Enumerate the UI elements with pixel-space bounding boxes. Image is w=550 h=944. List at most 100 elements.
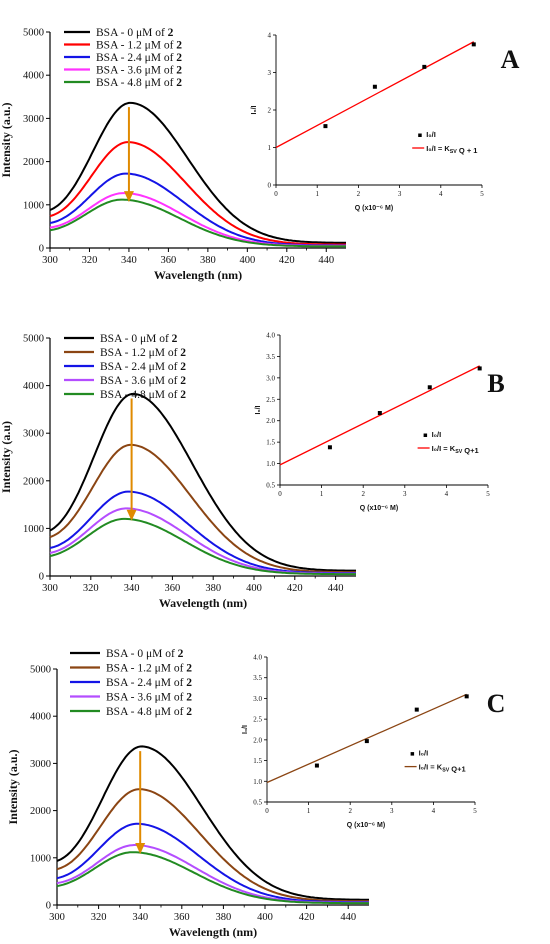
inset-y-tick-label: 1.5 [266,439,275,447]
inset-x-axis-label: Q (x10⁻⁶ M) [347,822,385,829]
x-axis-label: Wavelength (nm) [169,925,257,939]
legend-text-part: BSA - 3.6 μM of [100,375,180,387]
legend-label-0: BSA - 0 μM of 2 [96,27,174,39]
inset-plot: 0 1 2 3 4 0 1 2 3 4 5 Q (x10⁻⁶ M) I₀/I I₀/I I₀/I = KSV… [251,32,484,213]
y-tick-label: 2000 [23,157,44,168]
spectrum-line-1 [49,141,346,246]
inset-y-tick-label: 3.0 [266,374,275,382]
inset-plot: 0.5 1.0 1.5 2.0 2.5 3.0 3.5 4.0 0 1 2 3 4 5 Q (x10⁻⁶ M… [242,654,477,830]
y-axis-label: Intensity (a.u.) [6,749,20,824]
inset-y-tick-label: 1.0 [266,460,275,468]
x-tick-label: 360 [174,912,190,923]
x-tick-label: 320 [91,912,107,923]
x-tick-label: 340 [124,583,140,594]
spectrum-line-0 [49,101,346,244]
inset-legend-points: I₀/I [419,749,429,758]
inset-data-point [364,739,369,744]
legend-text-part: I₀/I = [426,144,444,153]
inset-legend-points: I₀/I [426,130,436,139]
inset-data-point [414,707,419,712]
x-tick-label: 380 [205,583,221,594]
legend-text-part: K [437,763,443,772]
y-tick-label: 5000 [23,28,44,39]
y-tick-label: 2000 [30,806,51,817]
legend-label-3: BSA - 3.6 μM of 2 [106,692,192,704]
legend-label-0: BSA - 0 μM of 2 [106,648,184,660]
legend-text-part: BSA - 1.2 μM of [96,40,176,52]
inset-x-tick-label: 4 [439,190,443,198]
legend-text-part: BSA - 1.2 μM of [106,663,186,675]
spectrum-line-3 [49,192,346,247]
legend-compound-number: 2 [176,52,182,64]
inset-x-tick-label: 0 [278,490,282,498]
legend-compound-number: 2 [186,692,192,704]
inset-y-tick-label: 0.5 [266,482,275,490]
inset-x-tick-label: 1 [307,807,311,815]
x-tick-label: 360 [165,583,181,594]
inset-y-axis-label: I₀/I [242,725,249,734]
y-tick-label: 5000 [30,665,51,676]
inset-y-tick-label: 0.5 [253,799,262,807]
legend-subscript: SV [450,149,458,155]
legend-compound-number: 2 [176,65,182,77]
inset-y-tick-label: 1.0 [253,778,262,786]
inset-x-tick-label: 5 [473,807,477,815]
legend-label-2: BSA - 2.4 μM of 2 [100,361,186,373]
legend-text-part: Q+1 [449,765,465,774]
legend-label-3: BSA - 3.6 μM of 2 [96,65,182,77]
x-tick-label: 300 [49,912,65,923]
legend-label-2: BSA - 2.4 μM of 2 [106,677,192,689]
inset-y-tick-label: 2.5 [266,396,275,404]
inset-y-tick-label: 3.5 [253,674,262,682]
x-tick-label: 380 [216,912,232,923]
inset-y-tick-label: 2 [268,107,272,115]
panel-letter: B [487,369,504,398]
x-tick-label: 320 [83,583,99,594]
inset-legend-points: I₀/I [432,430,442,439]
x-tick-label: 400 [239,255,255,266]
spectrum-line-3 [49,507,356,575]
legend-text-part: BSA - 0 μM of [100,333,172,345]
x-tick-label: 420 [287,583,303,594]
legend-compound-number: 2 [178,648,184,660]
legend-compound-number: 2 [168,27,174,39]
inset-legend-fit: I₀/I = KSV Q + 1 [426,144,477,155]
legend-text-part: BSA - 2.4 μM of [96,52,176,64]
legend-label-4: BSA - 4.8 μM of 2 [100,389,186,401]
legend-text-part: Q + 1 [457,146,478,155]
legend-text-part: BSA - 3.6 μM of [96,65,176,77]
legend-label-2: BSA - 2.4 μM of 2 [96,52,182,64]
inset-x-tick-label: 5 [486,490,490,498]
panel-letter: C [487,689,506,718]
legend-text-part: I₀/I = [419,763,437,772]
y-tick-label: 4000 [23,71,44,82]
inset-fit-line [266,693,467,784]
legend-text-part: BSA - 4.8 μM of [100,389,180,401]
inset-x-tick-label: 4 [445,490,449,498]
y-tick-label: 1000 [23,200,44,211]
inset-data-point [327,445,332,450]
legend-compound-number: 2 [186,663,192,675]
inset-x-tick-label: 2 [357,190,361,198]
legend-compound-number: 2 [180,347,186,359]
legend-label-0: BSA - 0 μM of 2 [100,333,178,345]
spectrum-line-1 [56,788,369,903]
y-tick-label: 4000 [23,381,44,392]
legend-text-part: BSA - 2.4 μM of [106,677,186,689]
spectrum-line-2 [49,490,356,575]
inset-legend-marker [410,752,415,756]
y-tick-label: 1000 [30,853,51,864]
legend-label-1: BSA - 1.2 μM of 2 [100,347,186,359]
legend-text-part: Q+1 [462,446,478,455]
inset-x-tick-label: 2 [348,807,352,815]
inset-x-tick-label: 2 [361,490,365,498]
quench-arrow-head [123,191,134,203]
inset-x-tick-label: 0 [265,807,269,815]
x-tick-label: 300 [42,255,58,266]
legend-label-3: BSA - 3.6 μM of 2 [100,375,186,387]
inset-data-point [372,84,377,89]
inset-y-tick-label: 3.0 [253,695,262,703]
legend-text-part: BSA - 1.2 μM of [100,347,180,359]
